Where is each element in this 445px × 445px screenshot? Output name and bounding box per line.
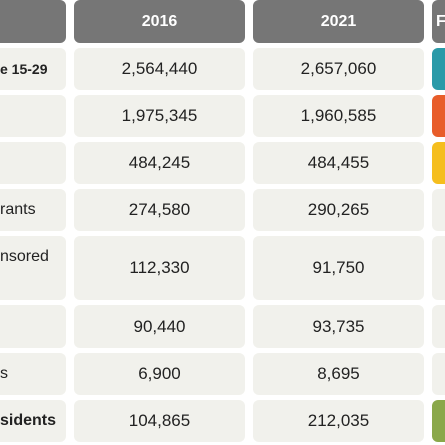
value-cell: 6,900 [74, 353, 245, 395]
indicator-cell [432, 48, 445, 90]
indicator-cell [432, 95, 445, 137]
indicator-cell [432, 142, 445, 184]
header-cell [0, 0, 66, 43]
indicator-cell [432, 189, 445, 231]
value-cell: 274,580 [74, 189, 245, 231]
row-label [0, 305, 66, 348]
indicator-cell [432, 400, 445, 442]
row-label: nsored [0, 236, 66, 300]
value-cell: 93,735 [253, 305, 424, 348]
value-cell: 1,960,585 [253, 95, 424, 137]
value-cell: 112,330 [74, 236, 245, 300]
row-label: e 15-29 [0, 48, 66, 90]
row-label: rants [0, 189, 66, 231]
value-cell: 8,695 [253, 353, 424, 395]
value-cell: 484,455 [253, 142, 424, 184]
value-cell: 484,245 [74, 142, 245, 184]
value-cell: 104,865 [74, 400, 245, 442]
value-cell: 290,265 [253, 189, 424, 231]
value-cell: 2,657,060 [253, 48, 424, 90]
indicator-cell [432, 305, 445, 348]
header-cell: 2016 [74, 0, 245, 43]
row-label [0, 142, 66, 184]
value-cell: 1,975,345 [74, 95, 245, 137]
indicator-cell [432, 353, 445, 395]
value-cell: 91,750 [253, 236, 424, 300]
row-label: sidents [0, 400, 66, 442]
header-cell: F [432, 0, 445, 43]
row-label [0, 95, 66, 137]
row-label: s [0, 353, 66, 395]
value-cell: 2,564,440 [74, 48, 245, 90]
value-cell: 90,440 [74, 305, 245, 348]
indicator-cell [432, 236, 445, 300]
value-cell: 212,035 [253, 400, 424, 442]
header-cell: 2021 [253, 0, 424, 43]
